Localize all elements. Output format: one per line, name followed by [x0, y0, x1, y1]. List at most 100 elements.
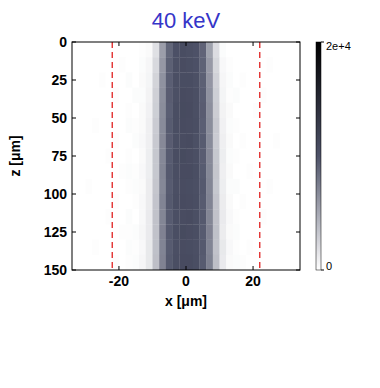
cell — [293, 118, 300, 134]
cell — [85, 179, 92, 195]
cell — [146, 42, 153, 58]
frame — [72, 42, 300, 270]
cell — [112, 194, 119, 210]
cell — [79, 194, 86, 210]
cell — [253, 118, 260, 134]
cell — [213, 224, 220, 240]
cell — [179, 240, 186, 256]
cell — [72, 209, 79, 225]
cell — [152, 148, 159, 164]
cell — [287, 88, 294, 104]
cell — [186, 118, 193, 134]
cell — [139, 240, 146, 256]
y-tick — [72, 156, 76, 157]
cell — [112, 57, 119, 72]
cell — [193, 224, 200, 240]
cell — [293, 255, 300, 270]
cell — [173, 179, 180, 195]
cell — [246, 209, 253, 225]
cell — [126, 240, 133, 256]
cell — [233, 148, 240, 164]
x-tick-label: 0 — [182, 273, 190, 289]
cell — [266, 118, 273, 134]
cell — [206, 255, 213, 270]
cell — [126, 179, 133, 195]
cell — [85, 72, 92, 88]
cell — [173, 42, 180, 58]
cell — [119, 240, 126, 256]
cell — [253, 240, 260, 256]
cell — [85, 133, 92, 149]
cell — [199, 57, 206, 72]
cell — [72, 72, 79, 88]
cell — [220, 224, 227, 240]
cell — [92, 224, 99, 240]
cell — [72, 42, 79, 58]
cell — [152, 240, 159, 256]
cell — [206, 88, 213, 104]
cell — [193, 255, 200, 270]
cell — [106, 148, 113, 164]
cell — [132, 240, 139, 256]
y-tick — [72, 270, 76, 271]
cell — [79, 133, 86, 149]
cell — [287, 255, 294, 270]
cell — [293, 179, 300, 195]
cell — [206, 118, 213, 134]
y-tick-label: 0 — [59, 34, 67, 50]
cell — [199, 240, 206, 256]
cell — [226, 179, 233, 195]
cell — [99, 255, 106, 270]
cell — [240, 179, 247, 195]
cell — [280, 148, 287, 164]
cell — [293, 164, 300, 180]
cell — [233, 179, 240, 195]
cell — [112, 224, 119, 240]
x-tick — [186, 42, 187, 46]
cell — [260, 88, 267, 104]
cell — [85, 103, 92, 119]
y-tick-label: 25 — [51, 72, 67, 88]
cell — [119, 148, 126, 164]
cell — [287, 42, 294, 58]
cell — [253, 88, 260, 104]
cell — [159, 148, 166, 164]
cell — [186, 224, 193, 240]
cell — [72, 179, 79, 195]
cell — [266, 148, 273, 164]
cell — [99, 118, 106, 134]
cell — [280, 255, 287, 270]
cell — [280, 164, 287, 180]
cell — [193, 88, 200, 104]
cell — [173, 224, 180, 240]
cell — [186, 88, 193, 104]
cell — [213, 179, 220, 195]
cell — [206, 209, 213, 225]
cell — [246, 118, 253, 134]
colorbar-tick — [321, 42, 324, 43]
cell — [213, 133, 220, 149]
cell — [126, 209, 133, 225]
cell — [226, 194, 233, 210]
cell — [280, 42, 287, 58]
cell — [233, 194, 240, 210]
cell — [260, 255, 267, 270]
x-tick — [118, 42, 119, 46]
cell — [132, 164, 139, 180]
cell — [199, 72, 206, 88]
cell — [166, 72, 173, 88]
cell — [159, 179, 166, 195]
cell — [253, 194, 260, 210]
cell — [199, 103, 206, 119]
cell — [199, 194, 206, 210]
cell — [213, 148, 220, 164]
cell — [126, 42, 133, 58]
cell — [293, 209, 300, 225]
cell — [119, 179, 126, 195]
cell — [85, 164, 92, 180]
cell — [193, 209, 200, 225]
cell — [112, 133, 119, 149]
colorbar — [316, 42, 321, 270]
cell — [273, 240, 280, 256]
cell — [287, 148, 294, 164]
